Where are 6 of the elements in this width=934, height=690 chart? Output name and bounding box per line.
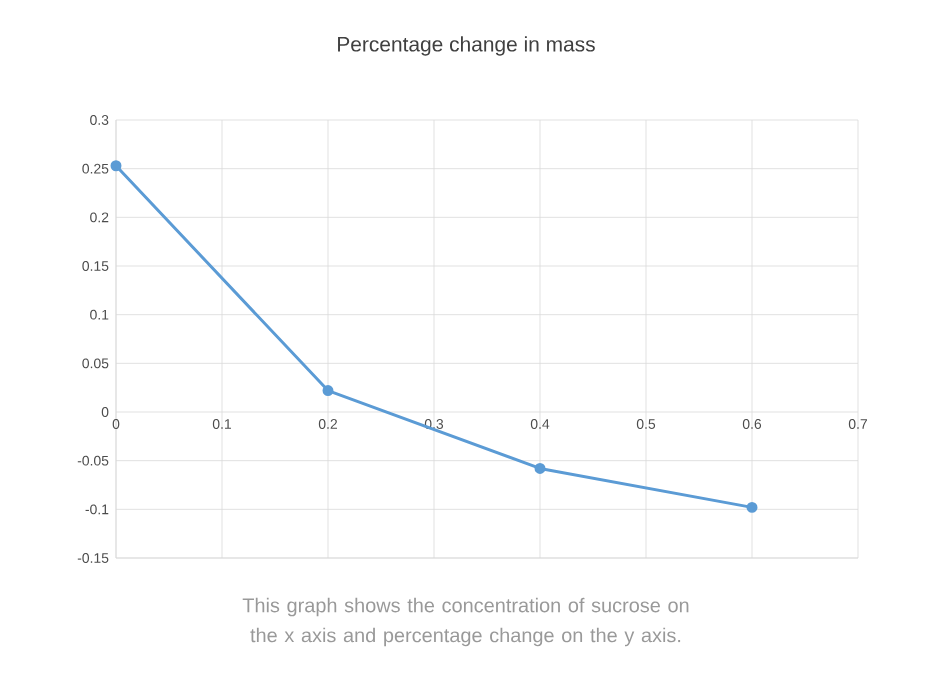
chart-title: Percentage change in mass [338,36,595,56]
point [322,385,334,397]
point [110,160,122,172]
point [534,462,546,474]
point [746,501,758,513]
text: This graph shows the concentration of sucrose on the x axis and percentage change on the y axis. [242,597,689,647]
